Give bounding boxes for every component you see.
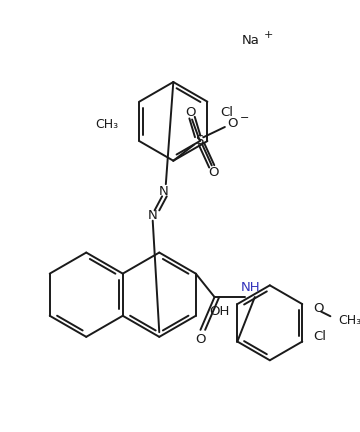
- Text: Na: Na: [242, 34, 260, 47]
- Text: OH: OH: [209, 305, 229, 318]
- Text: O: O: [185, 105, 195, 118]
- Text: N: N: [159, 185, 169, 198]
- Text: −: −: [240, 113, 249, 123]
- Text: CH₃: CH₃: [338, 314, 360, 327]
- Text: O: O: [227, 117, 238, 130]
- Text: O: O: [314, 302, 324, 315]
- Text: O: O: [195, 333, 206, 346]
- Text: Cl: Cl: [221, 106, 234, 119]
- Text: +: +: [264, 31, 274, 41]
- Text: Cl: Cl: [314, 330, 327, 343]
- Text: S: S: [195, 133, 204, 146]
- Text: NH: NH: [240, 281, 260, 294]
- Text: CH₃: CH₃: [95, 118, 119, 131]
- Text: O: O: [208, 166, 219, 179]
- Text: N: N: [148, 209, 158, 222]
